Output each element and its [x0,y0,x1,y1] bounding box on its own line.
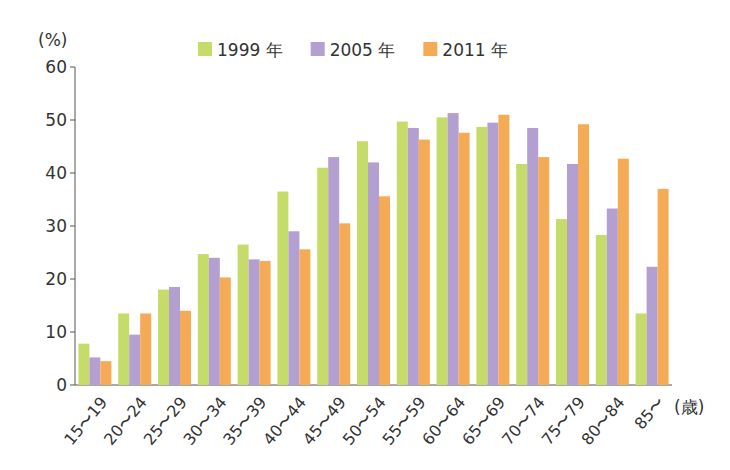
y-tick-label: 30 [45,216,67,236]
bar [578,124,589,385]
bar [277,192,288,385]
y-tick-label: 0 [56,375,67,395]
bar [448,113,459,385]
bar [397,122,408,385]
x-tick-label: 85〜 [630,393,668,433]
bar [516,164,527,385]
bar [408,128,419,385]
bar [158,290,169,385]
chart: 010203040506015〜1920〜2425〜2930〜3435〜3940… [0,0,730,470]
bar [437,117,448,385]
bar [538,157,549,385]
bar [339,223,350,385]
bar [249,259,260,385]
y-tick-label: 20 [45,269,67,289]
bar [618,159,629,385]
bar [607,209,618,385]
bar [567,164,578,385]
legend-label: 2011 年 [442,40,508,60]
bars [78,113,668,385]
bar [100,361,111,385]
y-tick [70,226,75,227]
y-tick-label: 60 [45,57,67,77]
bar [78,344,89,385]
bar [328,157,339,385]
bar [238,245,249,385]
bar [140,313,151,385]
bar [89,357,100,385]
bar [658,189,669,385]
bar [487,123,498,385]
bar [118,313,129,385]
bar [357,141,368,385]
bar [129,335,140,385]
bar [169,287,180,385]
y-tick [70,173,75,174]
bar [647,267,658,385]
bar [209,258,220,385]
y-tick-label: 50 [45,110,67,130]
y-tick [70,67,75,68]
y-tick-label: 10 [45,322,67,342]
y-tick-label: 40 [45,163,67,183]
bar [368,162,379,385]
legend-swatch [423,42,437,56]
y-tick [70,279,75,280]
bar [527,128,538,385]
bar [198,254,209,385]
legend-label: 1999 年 [217,40,283,60]
bar [317,168,328,385]
bar [556,219,567,385]
bar [476,127,487,385]
bar [288,231,299,385]
x-axis-title: (歳) [674,397,704,417]
legend-label: 2005 年 [330,40,396,60]
bar [180,311,191,385]
bar [260,261,271,385]
bar [459,133,470,385]
y-tick [70,332,75,333]
legend-swatch [198,42,212,56]
bar [220,277,231,385]
bar [596,235,607,385]
x-tick-label: 80〜84 [578,393,629,449]
bar [419,140,430,385]
bar [379,196,390,385]
bar [299,249,310,385]
bar [636,313,647,385]
y-axis-title: (%) [38,30,67,50]
legend-swatch [311,42,325,56]
y-tick [70,120,75,121]
bar [498,115,509,385]
y-tick [70,385,75,386]
